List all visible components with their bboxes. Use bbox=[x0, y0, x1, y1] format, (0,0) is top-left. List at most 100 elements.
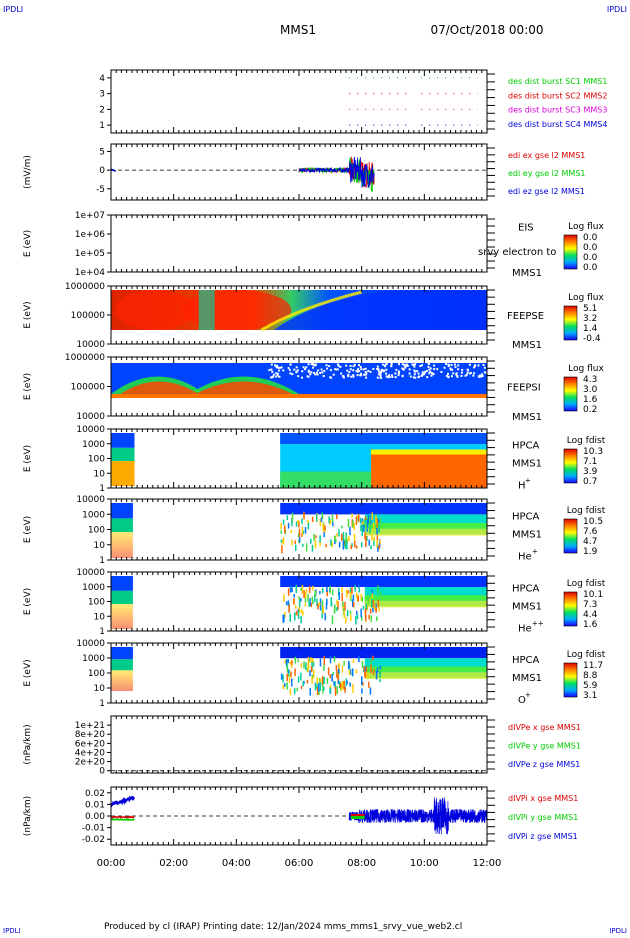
spectrogram-pixel bbox=[321, 512, 323, 517]
spectrogram-gap bbox=[377, 370, 380, 373]
spectrogram-gap bbox=[350, 375, 353, 378]
spectrogram-gap bbox=[445, 374, 448, 377]
spectrogram-pixel bbox=[329, 656, 332, 664]
corner-label-bottom-left: IPDLI bbox=[3, 927, 21, 934]
spectrogram-gap bbox=[357, 368, 360, 371]
spectrogram-pixel bbox=[355, 669, 358, 674]
y-axis-label: E (eV) bbox=[23, 659, 33, 686]
spectrogram-gap bbox=[398, 363, 401, 366]
spectrogram-gap bbox=[419, 365, 422, 368]
legend-entry: des dist burst SC1 MMS1 bbox=[508, 77, 607, 86]
spectrogram-pixel bbox=[336, 533, 338, 537]
spectrogram-pixel bbox=[297, 532, 300, 538]
spectrogram-pixel bbox=[360, 542, 363, 548]
spectrogram-band bbox=[371, 449, 487, 455]
spectrogram-pixel bbox=[375, 607, 378, 613]
spectrogram-pixel bbox=[338, 662, 340, 670]
spectrogram-pixel bbox=[349, 610, 352, 615]
spectrogram-gap bbox=[421, 371, 424, 374]
spectrogram-pixel bbox=[374, 604, 376, 611]
spectrogram-pixel bbox=[354, 540, 356, 548]
y-axis-label: E (eV) bbox=[23, 516, 33, 543]
y-tick-label: 2 bbox=[99, 105, 105, 115]
spectrogram-pixel bbox=[344, 540, 347, 549]
colorbar-tick-label: 11.7 bbox=[583, 661, 603, 671]
spectrogram-gap bbox=[364, 373, 367, 376]
y-tick-label: 100 bbox=[88, 526, 105, 536]
spectrogram-gap bbox=[472, 374, 475, 377]
y-tick-label: 8e+20 bbox=[75, 730, 106, 740]
colorbar-tick-label: 4.3 bbox=[583, 375, 597, 385]
spectrogram-gap bbox=[301, 376, 304, 379]
spectrogram-pixel bbox=[318, 688, 320, 695]
spectrogram-gap bbox=[278, 366, 281, 369]
spectrogram-pixel bbox=[335, 539, 337, 543]
spectrogram-pixel bbox=[305, 589, 308, 594]
spectrogram-pixel bbox=[314, 540, 317, 549]
spectrogram-pixel bbox=[298, 528, 301, 538]
instrument-label: EIS bbox=[518, 223, 534, 234]
spectrogram-pixel bbox=[293, 593, 295, 598]
charge-label: + bbox=[525, 691, 531, 699]
spectrogram-pixel bbox=[368, 516, 371, 524]
spectrogram-pixel bbox=[323, 677, 325, 685]
spectrogram-gap bbox=[457, 364, 460, 367]
spectrogram-gap bbox=[328, 365, 331, 368]
spectrogram-pixel bbox=[361, 521, 364, 528]
spectrogram-pixel bbox=[298, 536, 301, 543]
spectrogram-pixel bbox=[282, 537, 285, 545]
spectrogram-region bbox=[195, 381, 293, 394]
spectrogram-pixel bbox=[284, 683, 286, 687]
spectrogram-pixel bbox=[361, 524, 364, 533]
species-label: O bbox=[518, 695, 526, 706]
spectrogram-gap bbox=[365, 376, 368, 379]
spectrogram-gap bbox=[369, 370, 372, 373]
spectrogram-gap bbox=[276, 364, 279, 367]
spectrogram-gap bbox=[332, 373, 335, 376]
spectrogram-pixel bbox=[352, 683, 354, 693]
spectrogram-pixel bbox=[287, 588, 290, 596]
spectrogram-gap bbox=[383, 369, 386, 372]
colorbar-tick-label: 0.0 bbox=[583, 253, 598, 263]
spectrogram-gap bbox=[468, 363, 471, 366]
spectrogram-pixel bbox=[342, 531, 345, 541]
colorbar-title: Log fdist bbox=[567, 650, 606, 660]
spectrogram-pixel bbox=[379, 670, 381, 678]
spectrogram-pixel bbox=[310, 666, 313, 673]
colorbar-title: Log flux bbox=[568, 293, 604, 303]
spectrogram-pixel bbox=[321, 588, 324, 594]
spectrogram-gap bbox=[348, 371, 351, 374]
spectrogram-pixel bbox=[379, 666, 382, 670]
spectrogram-pixel bbox=[365, 542, 367, 547]
spacecraft-label: MMS1 bbox=[512, 412, 542, 423]
colorbar-tick-label: 8.8 bbox=[583, 671, 598, 681]
spectrogram-pixel bbox=[332, 521, 334, 527]
spectrogram-gap bbox=[385, 368, 388, 371]
spectrogram-gap bbox=[275, 366, 278, 369]
spectrogram-pixel bbox=[323, 664, 325, 671]
y-tick-label: 10000 bbox=[76, 495, 105, 505]
colorbar-tick-label: 0.0 bbox=[583, 263, 598, 273]
spectrogram-pixel bbox=[354, 584, 356, 592]
spectrogram-gap bbox=[427, 365, 430, 368]
colorbar-tick-label: 7.6 bbox=[583, 527, 598, 537]
panel-feepsi: 1000000 100000 10000 E (eV) FEEPSI MMS1 Log fl… bbox=[23, 353, 604, 423]
spectrogram-gap bbox=[380, 369, 383, 372]
spectrogram-pixel bbox=[346, 538, 349, 543]
spectrogram-pixel bbox=[364, 671, 366, 678]
spectrogram-pixel bbox=[287, 522, 290, 529]
colorbar-tick-label: 7.3 bbox=[583, 600, 597, 610]
spectrogram-pixel bbox=[312, 585, 314, 591]
spectrogram-gap bbox=[403, 364, 406, 367]
spectrogram-pixel bbox=[307, 519, 309, 524]
spectrogram-gap bbox=[428, 372, 431, 375]
spectrogram-pixel bbox=[368, 539, 370, 546]
spectrogram-gap bbox=[307, 369, 310, 372]
colorbar-tick-label: 0.0 bbox=[583, 233, 598, 243]
spectrogram-gap bbox=[274, 364, 277, 367]
spectrogram-pixel bbox=[304, 591, 307, 599]
spectrogram-gap bbox=[309, 373, 312, 376]
spectrogram-gap bbox=[314, 373, 317, 376]
spectrogram-gap bbox=[358, 369, 361, 372]
spectrogram-pixel bbox=[369, 608, 372, 614]
